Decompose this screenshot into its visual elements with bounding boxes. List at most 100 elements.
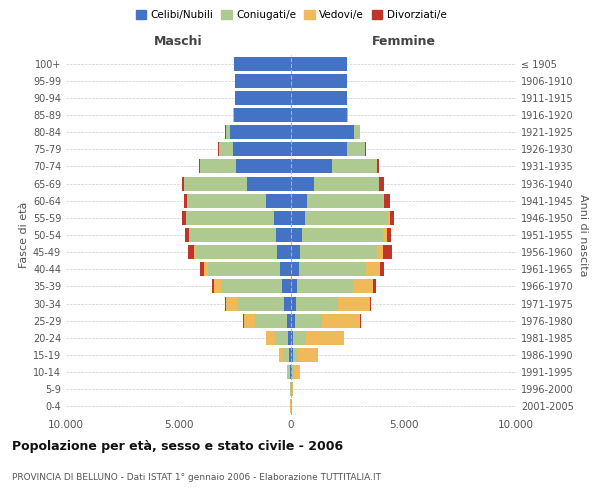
Bar	[379, 176, 384, 190]
Bar	[293, 331, 305, 345]
Bar	[275, 331, 289, 345]
Bar	[287, 365, 288, 379]
Bar	[289, 331, 291, 345]
Bar	[233, 108, 291, 122]
Bar	[373, 280, 376, 293]
Bar	[289, 348, 291, 362]
Bar	[291, 91, 347, 105]
Bar	[281, 280, 291, 293]
Bar	[291, 160, 331, 173]
Bar	[291, 228, 302, 242]
Text: Femmine: Femmine	[371, 35, 436, 48]
Bar	[292, 365, 294, 379]
Bar	[384, 194, 391, 207]
Bar	[184, 194, 187, 207]
Bar	[277, 245, 291, 259]
Bar	[383, 245, 392, 259]
Bar	[212, 280, 214, 293]
Bar	[388, 211, 389, 225]
Bar	[291, 108, 347, 122]
Bar	[296, 296, 338, 310]
Bar	[184, 176, 247, 190]
Bar	[305, 211, 388, 225]
Bar	[291, 125, 354, 139]
Bar	[294, 365, 301, 379]
Y-axis label: Anni di nascita: Anni di nascita	[578, 194, 588, 276]
Bar	[291, 331, 293, 345]
Bar	[291, 245, 300, 259]
Bar	[247, 176, 291, 190]
Bar	[194, 245, 196, 259]
Bar	[182, 211, 186, 225]
Bar	[291, 142, 347, 156]
Bar	[366, 262, 380, 276]
Bar	[291, 56, 347, 70]
Bar	[284, 296, 291, 310]
Bar	[322, 314, 360, 328]
Text: Maschi: Maschi	[154, 35, 203, 48]
Legend: Celibi/Nubili, Coniugati/e, Vedovi/e, Divorziati/e: Celibi/Nubili, Coniugati/e, Vedovi/e, Di…	[131, 6, 451, 25]
Bar	[288, 365, 290, 379]
Bar	[278, 348, 283, 362]
Bar	[291, 296, 296, 310]
Bar	[370, 296, 371, 310]
Bar	[208, 262, 280, 276]
Bar	[292, 382, 293, 396]
Bar	[291, 176, 314, 190]
Bar	[185, 228, 190, 242]
Bar	[377, 160, 379, 173]
Bar	[214, 280, 221, 293]
Bar	[276, 228, 291, 242]
Bar	[298, 348, 317, 362]
Bar	[293, 348, 298, 362]
Bar	[266, 194, 291, 207]
Bar	[353, 280, 373, 293]
Bar	[347, 108, 348, 122]
Text: Popolazione per età, sesso e stato civile - 2006: Popolazione per età, sesso e stato civil…	[12, 440, 343, 453]
Bar	[331, 160, 377, 173]
Bar	[389, 211, 394, 225]
Bar	[287, 314, 291, 328]
Bar	[360, 314, 361, 328]
Bar	[200, 160, 236, 173]
Bar	[291, 314, 295, 328]
Bar	[291, 365, 292, 379]
Bar	[187, 194, 266, 207]
Bar	[291, 262, 299, 276]
Bar	[383, 228, 386, 242]
Bar	[299, 262, 366, 276]
Bar	[233, 56, 291, 70]
Bar	[383, 194, 384, 207]
Bar	[377, 245, 383, 259]
Bar	[280, 262, 291, 276]
Bar	[226, 296, 236, 310]
Bar	[235, 91, 291, 105]
Bar	[226, 125, 230, 139]
Bar	[291, 74, 347, 88]
Bar	[291, 194, 307, 207]
Bar	[283, 348, 289, 362]
Bar	[305, 331, 344, 345]
Bar	[182, 176, 184, 190]
Bar	[233, 142, 291, 156]
Bar	[300, 245, 377, 259]
Bar	[196, 245, 277, 259]
Bar	[186, 211, 274, 225]
Bar	[274, 211, 291, 225]
Bar	[236, 160, 291, 173]
Bar	[347, 142, 365, 156]
Bar	[204, 262, 208, 276]
Bar	[338, 296, 370, 310]
Bar	[380, 262, 384, 276]
Bar	[219, 142, 233, 156]
Bar	[290, 365, 291, 379]
Bar	[244, 314, 255, 328]
Bar	[302, 228, 383, 242]
Bar	[236, 296, 284, 310]
Bar	[266, 331, 275, 345]
Bar	[230, 125, 291, 139]
Bar	[295, 314, 322, 328]
Bar	[354, 125, 359, 139]
Bar	[200, 262, 204, 276]
Bar	[307, 194, 383, 207]
